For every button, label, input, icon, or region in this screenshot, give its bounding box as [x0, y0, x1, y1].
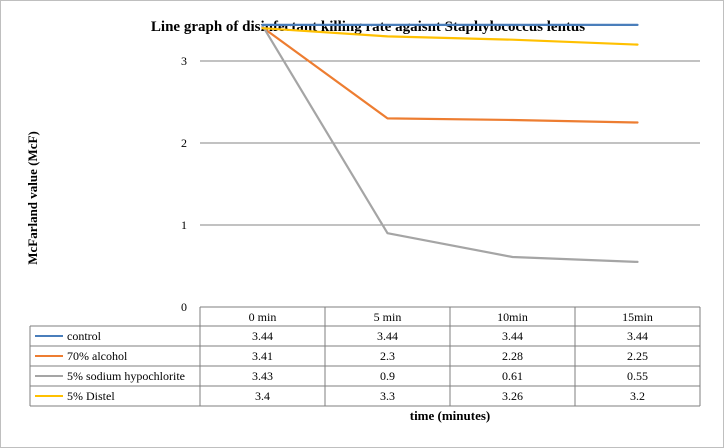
x-tick-label: 15min: [622, 310, 653, 324]
series-lines: [261, 23, 639, 263]
series-name: control: [67, 329, 102, 343]
y-ticks: 0 1 2 3: [181, 54, 187, 314]
data-label: 2.3: [380, 349, 395, 363]
chart-title: Line graph of disinfectant killing rate …: [151, 19, 585, 35]
data-table: 0 min 5 min 10min 15min control 3.44 3.44 3.44 3…: [29, 306, 701, 407]
series-name: 5% Distel: [67, 389, 115, 403]
data-label: 0.55: [627, 369, 648, 383]
data-label: 0.61: [502, 369, 523, 383]
series-line: [261, 27, 639, 46]
data-label: 3.41: [252, 349, 273, 363]
x-tick-label: 5 min: [374, 310, 402, 324]
series-line: [261, 24, 639, 263]
series-name: 5% sodium hypochlorite: [67, 369, 185, 383]
data-label: 3.43: [252, 369, 273, 383]
data-label: 3.3: [380, 389, 395, 403]
data-label: 3.2: [630, 389, 645, 403]
x-tick-label: 10min: [497, 310, 528, 324]
data-label: 2.25: [627, 349, 648, 363]
y-tick-label: 0: [181, 300, 187, 314]
data-label: 0.9: [380, 369, 395, 383]
series-line: [261, 26, 639, 124]
grid: [200, 60, 700, 308]
data-label: 3.44: [252, 329, 273, 343]
data-label: 3.4: [255, 389, 270, 403]
data-label: 3.44: [377, 329, 398, 343]
y-tick-label: 1: [181, 218, 187, 232]
data-label: 3.44: [627, 329, 648, 343]
series-name: 70% alcohol: [67, 349, 128, 363]
y-tick-label: 3: [181, 54, 187, 68]
x-tick-label: 0 min: [249, 310, 277, 324]
x-axis-title: time (minutes): [410, 408, 491, 423]
data-label: 2.28: [502, 349, 523, 363]
data-label: 3.44: [502, 329, 523, 343]
data-label: 3.26: [502, 389, 523, 403]
y-tick-label: 2: [181, 136, 187, 150]
y-axis-title: McFarland value (McF): [25, 131, 40, 265]
